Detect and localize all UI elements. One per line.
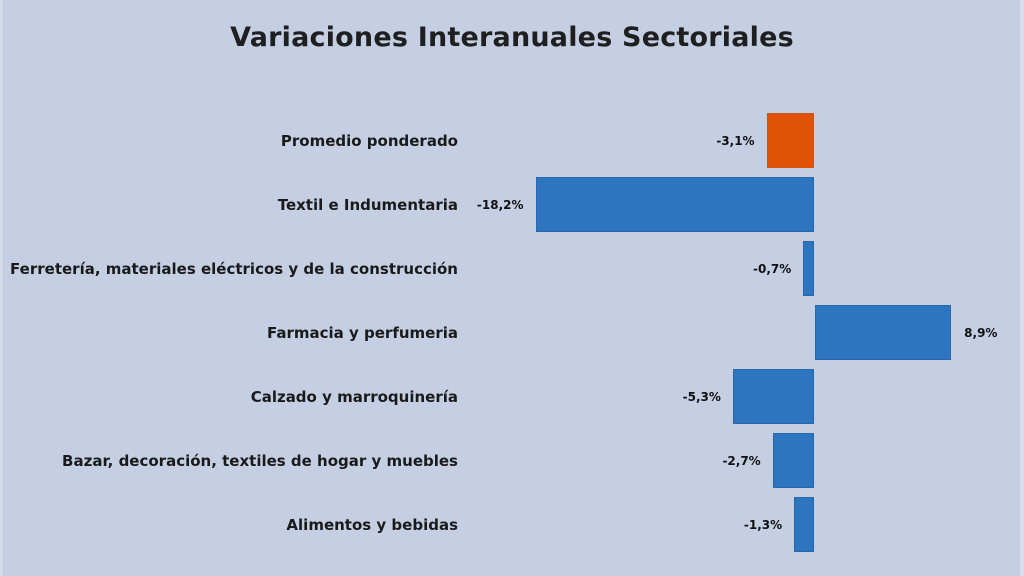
bar [803,241,814,296]
category-label: Ferretería, materiales eléctricos y de l… [10,259,458,278]
category-label: Bazar, decoración, textiles de hogar y m… [62,451,458,470]
value-label: -18,2% [476,197,524,212]
value-label: 8,9% [964,325,998,340]
bar [766,113,814,168]
category-label: Calzado y marroquinería [250,387,458,406]
category-label: Textil e Indumentaria [277,195,458,214]
value-label: -2,7% [722,453,761,468]
chart-title: Variaciones Interanuales Sectoriales [230,22,794,53]
bar [732,369,814,424]
category-label: Alimentos y bebidas [286,515,458,534]
category-label: Promedio ponderado [280,131,458,150]
value-label: -5,3% [682,389,721,404]
bar [772,433,814,488]
bar [815,305,952,360]
bar [535,177,814,232]
value-label: -0,7% [753,261,792,276]
category-label: Farmacia y perfumeria [267,323,458,342]
bar [794,497,814,552]
value-label: -3,1% [716,133,755,148]
value-label: -1,3% [743,517,783,532]
